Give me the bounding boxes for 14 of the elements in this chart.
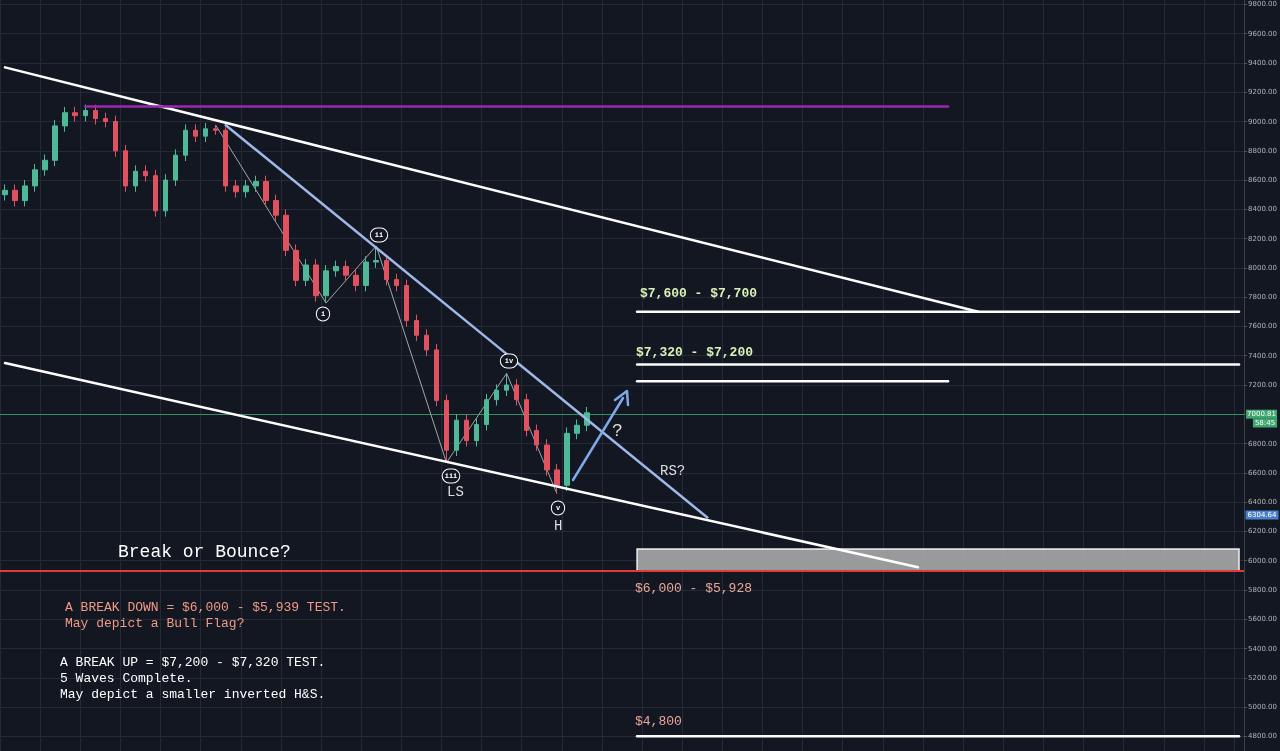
annotation: H <box>554 518 563 534</box>
band-label: $6,000 - $5,928 <box>635 581 753 596</box>
annotation: $7,320 - $7,200 <box>636 345 754 360</box>
annotation: ? <box>612 421 623 441</box>
annotation: A BREAK UP = $7,200 - $7,320 TEST. <box>60 655 326 670</box>
annotation: May depict a smaller inverted H&S. <box>60 687 326 702</box>
annotation: $7,600 - $7,700 <box>640 286 758 301</box>
annotation: May depict a Bull Flag? <box>65 616 245 631</box>
annotation: A BREAK DOWN = $6,000 - $5,939 TEST. <box>65 600 346 615</box>
annotation: LS <box>447 484 464 500</box>
annotation: $4,800 <box>635 714 682 729</box>
annotation: 5 Waves Complete. <box>60 671 193 686</box>
annotation: RS? <box>660 463 686 479</box>
annotation: Break or Bounce? <box>118 542 291 562</box>
